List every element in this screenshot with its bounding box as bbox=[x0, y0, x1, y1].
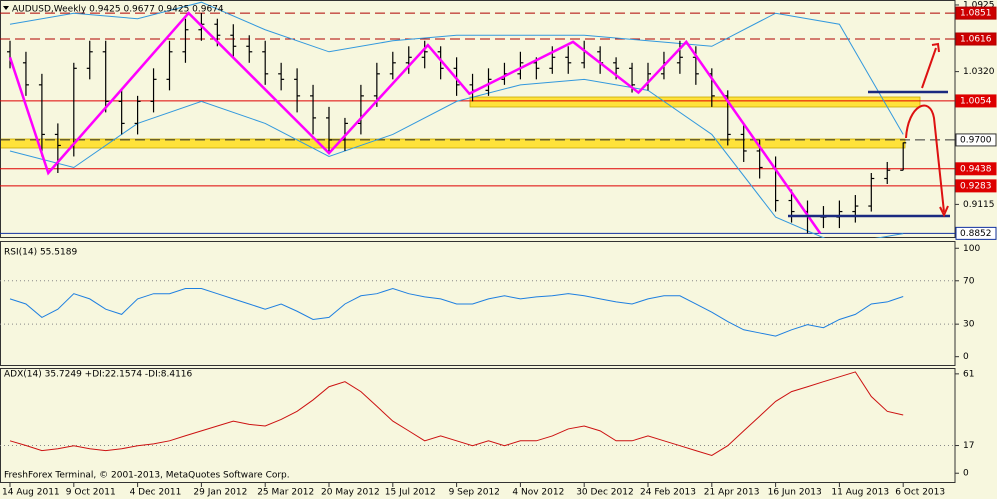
panel bbox=[0, 371, 955, 457]
chart-title: AUDUSD,Weekly 0.9425 0.9677 0.9425 0.967… bbox=[12, 5, 224, 15]
x-tick-label: 16 Jun 2013 bbox=[768, 488, 822, 498]
x-tick-label: 20 May 2012 bbox=[321, 488, 380, 498]
level-label: 0.9438 bbox=[960, 164, 992, 174]
level-box bbox=[955, 162, 997, 176]
level-box bbox=[955, 6, 997, 20]
y-tick-label: 61 bbox=[963, 369, 974, 379]
x-tick-label: 21 Apr 2013 bbox=[704, 488, 760, 498]
level-box bbox=[955, 226, 997, 240]
support-zone bbox=[0, 138, 906, 149]
y-tick-label: 100 bbox=[963, 244, 980, 254]
arrowhead bbox=[939, 205, 949, 218]
x-tick-label: 29 Jan 2012 bbox=[193, 488, 247, 498]
level-box bbox=[955, 179, 997, 193]
y-tick-label: 30 bbox=[963, 320, 975, 330]
annotations-under bbox=[0, 96, 921, 149]
arrow-up bbox=[921, 47, 937, 89]
x-tick-label: 9 Oct 2011 bbox=[66, 488, 116, 498]
menu-triangle bbox=[3, 6, 9, 10]
indicator-line bbox=[9, 287, 904, 337]
level-label: 0.9283 bbox=[960, 181, 992, 191]
panel bbox=[0, 1, 955, 238]
x-tick-label: 15 Jul 2012 bbox=[385, 488, 436, 498]
level-label: 1.0054 bbox=[960, 96, 992, 106]
y-tick-label: 0 bbox=[963, 352, 969, 362]
indicator-line bbox=[9, 371, 904, 457]
zigzag bbox=[8, 11, 822, 235]
arrow-down bbox=[905, 104, 945, 213]
panel-frame bbox=[0, 241, 956, 366]
x-tick-label: 4 Nov 2012 bbox=[512, 488, 564, 498]
annotations-over: AUDUSD,Weekly 0.9425 0.9677 0.9425 0.967… bbox=[3, 5, 950, 481]
level-label: 1.0851 bbox=[960, 9, 992, 19]
bollinger-band bbox=[9, 78, 904, 238]
x-tick-label: 24 Feb 2013 bbox=[640, 488, 696, 498]
x-tick-label: 25 Mar 2012 bbox=[257, 488, 314, 498]
y-tick-label: 0 bbox=[963, 469, 969, 479]
y-tick-label: 17 bbox=[963, 441, 974, 451]
bollinger-band bbox=[9, 1, 904, 135]
y-tick-label: 0.9115 bbox=[963, 200, 995, 210]
x-tick-label: 6 Oct 2013 bbox=[895, 488, 945, 498]
panel-frame bbox=[0, 368, 956, 483]
level-box bbox=[955, 133, 997, 147]
x-tick-label: 30 Dec 2012 bbox=[576, 488, 634, 498]
resistance-zone bbox=[469, 96, 921, 108]
x-tick-label: 4 Dec 2011 bbox=[130, 488, 182, 498]
level-label: 0.9700 bbox=[960, 135, 992, 145]
x-tick-label: 14 Aug 2011 bbox=[2, 488, 60, 498]
rsi-title: RSI(14) 55.5189 bbox=[4, 248, 77, 258]
level-box bbox=[955, 32, 997, 46]
adx-title: ADX(14) 35.7249 +DI:22.1574 -DI:8.4116 bbox=[4, 370, 193, 380]
x-tick-label: 9 Sep 2012 bbox=[449, 488, 500, 498]
y-tick-label: 1.0925 bbox=[963, 0, 995, 10]
level-label: 0.8852 bbox=[960, 229, 992, 239]
panel-frame bbox=[0, 0, 956, 238]
level-label: 1.0616 bbox=[960, 35, 992, 45]
footer: FreshForex Terminal, © 2001-2013, MetaQu… bbox=[4, 471, 290, 481]
y-tick-label: 70 bbox=[963, 276, 975, 286]
level-box bbox=[955, 94, 997, 108]
x-tick-label: 11 Aug 2013 bbox=[831, 488, 889, 498]
panel bbox=[0, 280, 955, 337]
arrowhead bbox=[931, 42, 940, 53]
y-tick-label: 1.0320 bbox=[963, 67, 995, 77]
